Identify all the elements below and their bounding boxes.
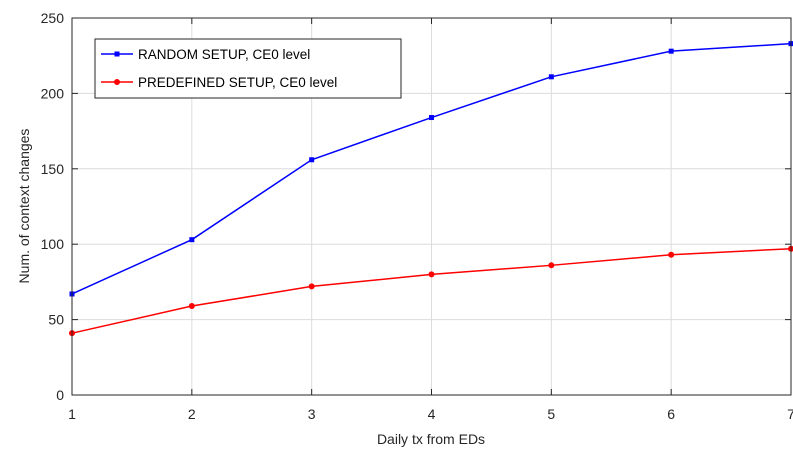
legend-marker-predefined (114, 79, 120, 85)
series-point-0 (189, 237, 195, 243)
legend-box (94, 38, 402, 99)
series-point-0 (668, 48, 674, 54)
series-point-1 (188, 303, 195, 310)
y-tick-label: 100 (41, 236, 65, 252)
legend-item-random: RANDOM SETUP, CE0 level (101, 47, 310, 62)
y-tick-label: 0 (56, 387, 64, 403)
x-tick-label: 5 (547, 406, 555, 422)
x-axis-label: Daily tx from EDs (377, 431, 485, 447)
x-tick-label: 6 (667, 406, 675, 422)
series-point-1 (428, 271, 435, 278)
series-point-0 (429, 115, 434, 121)
y-tick-label: 50 (48, 312, 64, 328)
x-tick-label: 1 (68, 406, 76, 422)
x-tick-label: 3 (308, 406, 316, 422)
x-tick-label: 7 (787, 406, 793, 422)
series-point-1 (548, 262, 555, 269)
y-tick-label: 150 (41, 161, 65, 177)
y-axis-label: Num. of context changes (16, 129, 32, 284)
y-tick-label: 250 (41, 10, 65, 26)
legend-label-predefined: PREDEFINED SETUP, CE0 level (138, 75, 337, 90)
x-tick-label: 4 (428, 406, 436, 422)
x-tick-label: 2 (188, 406, 196, 422)
legend-label-random: RANDOM SETUP, CE0 level (138, 47, 310, 62)
legend: RANDOM SETUP, CE0 level PREDEFINED SETUP… (94, 38, 402, 99)
axis-ticks: 1 2 3 4 5 6 7 0 50 100 150 200 250 (41, 10, 793, 422)
series-point-0 (309, 157, 315, 163)
legend-item-predefined: PREDEFINED SETUP, CE0 level (101, 75, 337, 90)
series-point-1 (308, 283, 315, 290)
series-point-1 (668, 251, 675, 258)
series-point-0 (548, 74, 554, 80)
legend-marker-random (114, 51, 120, 57)
y-tick-label: 200 (41, 85, 65, 101)
series-layer (69, 41, 793, 337)
